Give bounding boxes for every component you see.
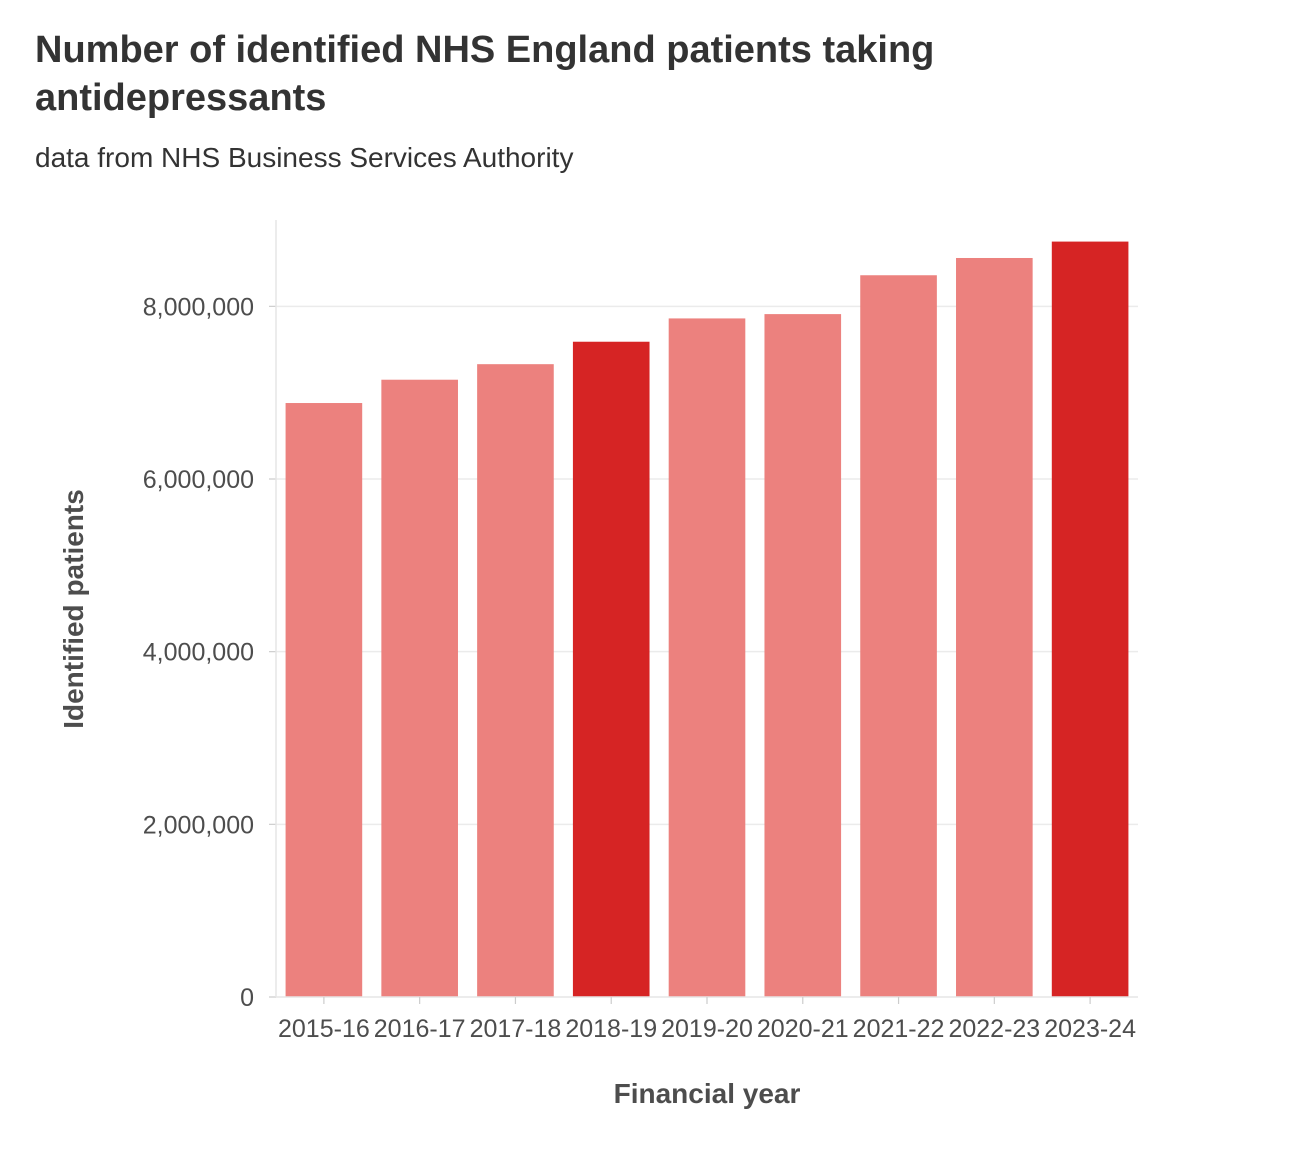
x-tick-label: 2015-16 <box>278 1015 370 1043</box>
bar-2016-17 <box>381 379 458 997</box>
bar-2021-22 <box>860 275 937 998</box>
x-tick-label: 2023-24 <box>1044 1015 1136 1043</box>
x-tick-label: 2019-20 <box>661 1015 753 1043</box>
bars-layer <box>285 241 1129 998</box>
bar-2020-21 <box>764 314 842 997</box>
chart-title: Number of identified NHS England patient… <box>35 29 935 119</box>
axis-layer <box>269 220 1138 1004</box>
x-tick-label: 2021-22 <box>853 1015 945 1043</box>
bar-2015-16 <box>285 403 363 997</box>
bar-2018-19 <box>572 341 650 998</box>
x-tick-label: 2016-17 <box>374 1015 466 1043</box>
labels-layer: 0 2,000,000 4,000,000 6,000,000 8,000,000 201… <box>143 293 1136 1043</box>
y-tick-label: 8,000,000 <box>143 293 254 321</box>
x-axis-title: Financial year <box>614 1078 801 1109</box>
y-tick-label: 4,000,000 <box>143 639 254 667</box>
x-tick-label: 2022-23 <box>948 1015 1040 1043</box>
bar-2017-18 <box>477 364 554 998</box>
x-tick-label: 2020-21 <box>757 1015 849 1043</box>
y-tick-label: 2,000,000 <box>143 811 254 839</box>
x-tick-label: 2017-18 <box>470 1015 562 1043</box>
y-tick-label: 6,000,000 <box>143 466 254 494</box>
x-tick-label: 2018-19 <box>565 1015 657 1043</box>
y-axis-title: Identified patients <box>58 489 89 729</box>
chart-subtitle: data from NHS Business Services Authorit… <box>35 142 574 173</box>
bar-2019-20 <box>668 318 746 997</box>
bar-2023-24 <box>1051 241 1129 998</box>
bar-2022-23 <box>956 257 1033 997</box>
y-tick-label: 0 <box>240 984 254 1012</box>
